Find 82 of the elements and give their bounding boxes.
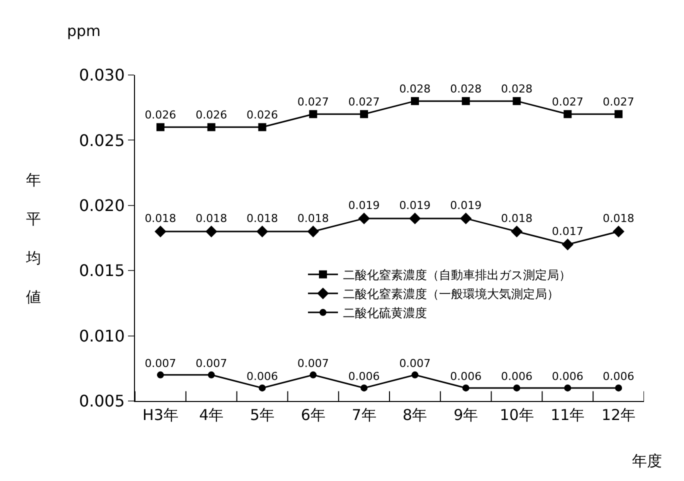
data-label: 0.027	[602, 95, 634, 108]
data-label: 0.019	[450, 199, 482, 212]
point	[358, 212, 370, 224]
data-label: 0.018	[297, 212, 329, 226]
legend-label: 二酸化窒素濃度（自動車排出ガス測定局）	[342, 268, 571, 282]
data-label: 0.018	[501, 212, 532, 226]
x-tick-label: 7年	[352, 406, 376, 424]
point	[307, 226, 319, 238]
data-label: 0.027	[552, 95, 584, 108]
point	[409, 212, 421, 224]
point	[562, 238, 574, 250]
point	[156, 123, 164, 132]
point	[462, 384, 470, 392]
point	[564, 110, 572, 118]
legend-label: 二酸化硫黄濃度	[342, 306, 427, 320]
x-tick-label: H3年	[142, 406, 178, 424]
data-label: 0.007	[399, 356, 431, 370]
x-tick-label: 9年	[454, 406, 478, 424]
data-label: 0.018	[196, 212, 228, 226]
data-label: 0.026	[144, 108, 176, 122]
point	[615, 384, 622, 392]
y-tick-label: 0.005	[78, 392, 125, 411]
x-tick-label: 8年	[402, 406, 428, 424]
point	[460, 212, 472, 224]
y-tick-label: 0.030	[78, 66, 125, 85]
point	[512, 97, 521, 106]
y-tick-label: 0.015	[78, 261, 125, 280]
data-label: 0.028	[450, 82, 482, 96]
point	[513, 384, 520, 392]
data-label: 0.019	[348, 199, 380, 212]
x-tick-label: 10年	[500, 406, 534, 424]
point	[360, 110, 368, 118]
text: ppm	[67, 22, 101, 40]
data-label: 0.026	[196, 108, 228, 122]
y-tick-label: 0.010	[78, 326, 125, 346]
x-tick-label: 4年	[199, 406, 224, 424]
data-label: 0.006	[246, 370, 278, 383]
point	[258, 384, 266, 392]
x-axis-title: 年度	[632, 452, 662, 470]
point	[310, 371, 317, 378]
point	[612, 226, 624, 238]
data-label: 0.018	[602, 212, 634, 226]
data-label: 0.017	[552, 225, 584, 238]
point	[208, 371, 215, 378]
data-label: 0.027	[297, 95, 329, 108]
point	[207, 123, 216, 132]
point	[411, 371, 418, 378]
point	[564, 384, 572, 392]
data-label: 0.018	[144, 212, 176, 226]
point	[258, 123, 266, 132]
data-label: 0.006	[552, 370, 584, 383]
point	[256, 226, 268, 238]
point	[510, 226, 523, 238]
point	[206, 226, 218, 238]
point	[360, 384, 368, 392]
y-tick-label: 0.020	[78, 196, 125, 215]
text: 年平均値	[26, 171, 41, 306]
x-tick-label: 6年	[300, 406, 326, 424]
point	[154, 226, 166, 238]
data-label: 0.028	[399, 82, 431, 96]
point	[462, 97, 470, 106]
point	[309, 110, 318, 118]
x-tick-label: 5年	[250, 406, 275, 424]
x-tick-label: 12年	[602, 406, 636, 424]
data-label: 0.026	[246, 108, 278, 122]
data-label: 0.007	[196, 356, 228, 370]
x-tick-label: 11年	[550, 406, 585, 424]
point	[614, 110, 623, 118]
point	[410, 97, 419, 106]
data-label: 0.019	[399, 199, 431, 212]
legend-label: 二酸化窒素濃度（一般環境大気測定局）	[342, 287, 559, 302]
data-label: 0.018	[246, 212, 278, 226]
data-label: 0.006	[450, 370, 482, 383]
data-label: 0.006	[501, 370, 532, 383]
data-label: 0.006	[348, 370, 380, 383]
data-label: 0.007	[144, 356, 176, 370]
data-label: 0.007	[297, 356, 329, 370]
point	[156, 371, 164, 378]
data-label: 0.006	[602, 370, 634, 383]
y-tick-label: 0.025	[78, 130, 125, 150]
data-label: 0.027	[348, 95, 380, 108]
data-label: 0.028	[501, 82, 532, 96]
